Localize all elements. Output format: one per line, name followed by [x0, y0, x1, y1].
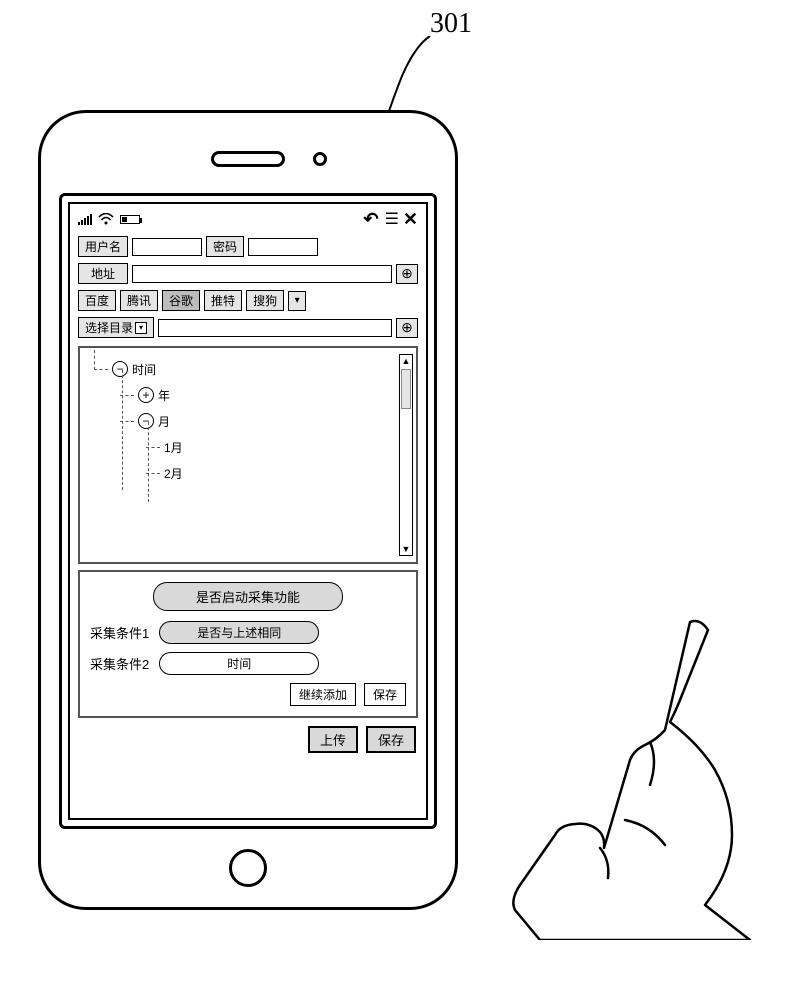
figure-canvas: 301: [0, 0, 797, 1000]
status-left: [78, 213, 140, 225]
close-icon[interactable]: ✕: [403, 209, 418, 230]
tree-node-time[interactable]: − 时间: [94, 356, 410, 382]
tab-google[interactable]: 谷歌: [162, 290, 200, 311]
password-field[interactable]: [248, 238, 318, 256]
prompt-panel: 是否启动采集功能 采集条件1 是否与上述相同 采集条件2 时间 继续添加 保存: [78, 570, 418, 718]
address-zoom-button[interactable]: [396, 264, 418, 284]
tabs-more-button[interactable]: ▾: [288, 291, 306, 311]
footer-buttons: 上传 保存: [78, 726, 418, 753]
directory-label-text: 选择目录: [85, 319, 133, 336]
tab-twitter[interactable]: 推特: [204, 290, 242, 311]
address-row: 地址: [78, 263, 418, 284]
collapse-icon[interactable]: −: [112, 361, 128, 377]
screen: ↶ ☰ ✕ 用户名 密码 地址: [68, 202, 428, 820]
prompt-save-button[interactable]: 保存: [364, 683, 406, 706]
directory-dropdown-icon[interactable]: ▾: [135, 322, 147, 334]
tree-label-year: 年: [158, 387, 170, 404]
home-button[interactable]: [229, 849, 267, 887]
tab-tencent[interactable]: 腾讯: [120, 290, 158, 311]
address-field[interactable]: [132, 265, 392, 283]
scroll-down-icon[interactable]: ▼: [402, 543, 411, 555]
directory-field[interactable]: [158, 319, 392, 337]
password-label: 密码: [206, 236, 244, 257]
directory-zoom-button[interactable]: [396, 318, 418, 338]
tree: − 时间 + 年 − 月: [94, 356, 410, 486]
tab-sogou[interactable]: 搜狗: [246, 290, 284, 311]
list-icon[interactable]: ☰: [385, 209, 397, 229]
directory-row: 选择目录 ▾: [78, 317, 418, 338]
tabs-row: 百度 腾讯 谷歌 推特 搜狗 ▾: [78, 290, 418, 311]
tree-node-month-1[interactable]: 1月: [146, 434, 410, 460]
tree-label-month-2: 2月: [164, 465, 183, 482]
save-button[interactable]: 保存: [366, 726, 416, 753]
phone-frame: ↶ ☰ ✕ 用户名 密码 地址: [38, 110, 458, 910]
scroll-thumb[interactable]: [401, 369, 411, 409]
condition-2-value[interactable]: 时间: [159, 652, 319, 675]
tree-label-time: 时间: [132, 361, 156, 378]
address-label: 地址: [78, 263, 128, 284]
expand-icon[interactable]: +: [138, 387, 154, 403]
condition-2-label: 采集条件2: [90, 654, 149, 673]
collapse-icon[interactable]: −: [138, 413, 154, 429]
undo-icon[interactable]: ↶: [363, 209, 378, 230]
condition-1-value[interactable]: 是否与上述相同: [159, 621, 319, 644]
username-label: 用户名: [78, 236, 128, 257]
prompt-buttons: 继续添加 保存: [90, 683, 406, 706]
tree-label-month: 月: [158, 413, 170, 430]
tree-node-month[interactable]: − 月: [120, 408, 410, 434]
tree-node-year[interactable]: + 年: [120, 382, 410, 408]
screen-bezel: ↶ ☰ ✕ 用户名 密码 地址: [59, 193, 437, 829]
zoom-in-icon: [401, 319, 413, 336]
condition-row-2: 采集条件2 时间: [90, 652, 406, 675]
tree-node-month-2[interactable]: 2月: [146, 460, 410, 486]
username-field[interactable]: [132, 238, 202, 256]
hand-illustration: [500, 610, 780, 940]
phone-speaker: [211, 151, 285, 167]
tab-baidu[interactable]: 百度: [78, 290, 116, 311]
signal-icon: [78, 213, 92, 225]
prompt-title[interactable]: 是否启动采集功能: [153, 582, 343, 611]
condition-row-1: 采集条件1 是否与上述相同: [90, 621, 406, 644]
tree-label-month-1: 1月: [164, 439, 183, 456]
battery-icon: [120, 215, 140, 224]
tree-panel: − 时间 + 年 − 月: [78, 346, 418, 564]
directory-label: 选择目录 ▾: [78, 317, 154, 338]
login-row: 用户名 密码: [78, 236, 418, 257]
status-bar: ↶ ☰ ✕: [78, 208, 418, 230]
condition-1-label: 采集条件1: [90, 623, 149, 642]
phone-camera: [313, 152, 327, 166]
status-right: ↶ ☰ ✕: [363, 209, 418, 230]
continue-add-button[interactable]: 继续添加: [290, 683, 356, 706]
zoom-in-icon: [401, 265, 413, 282]
wifi-icon: [98, 213, 114, 225]
upload-button[interactable]: 上传: [308, 726, 358, 753]
scroll-up-icon[interactable]: ▲: [402, 355, 411, 367]
tree-scrollbar[interactable]: ▲ ▼: [399, 354, 413, 556]
